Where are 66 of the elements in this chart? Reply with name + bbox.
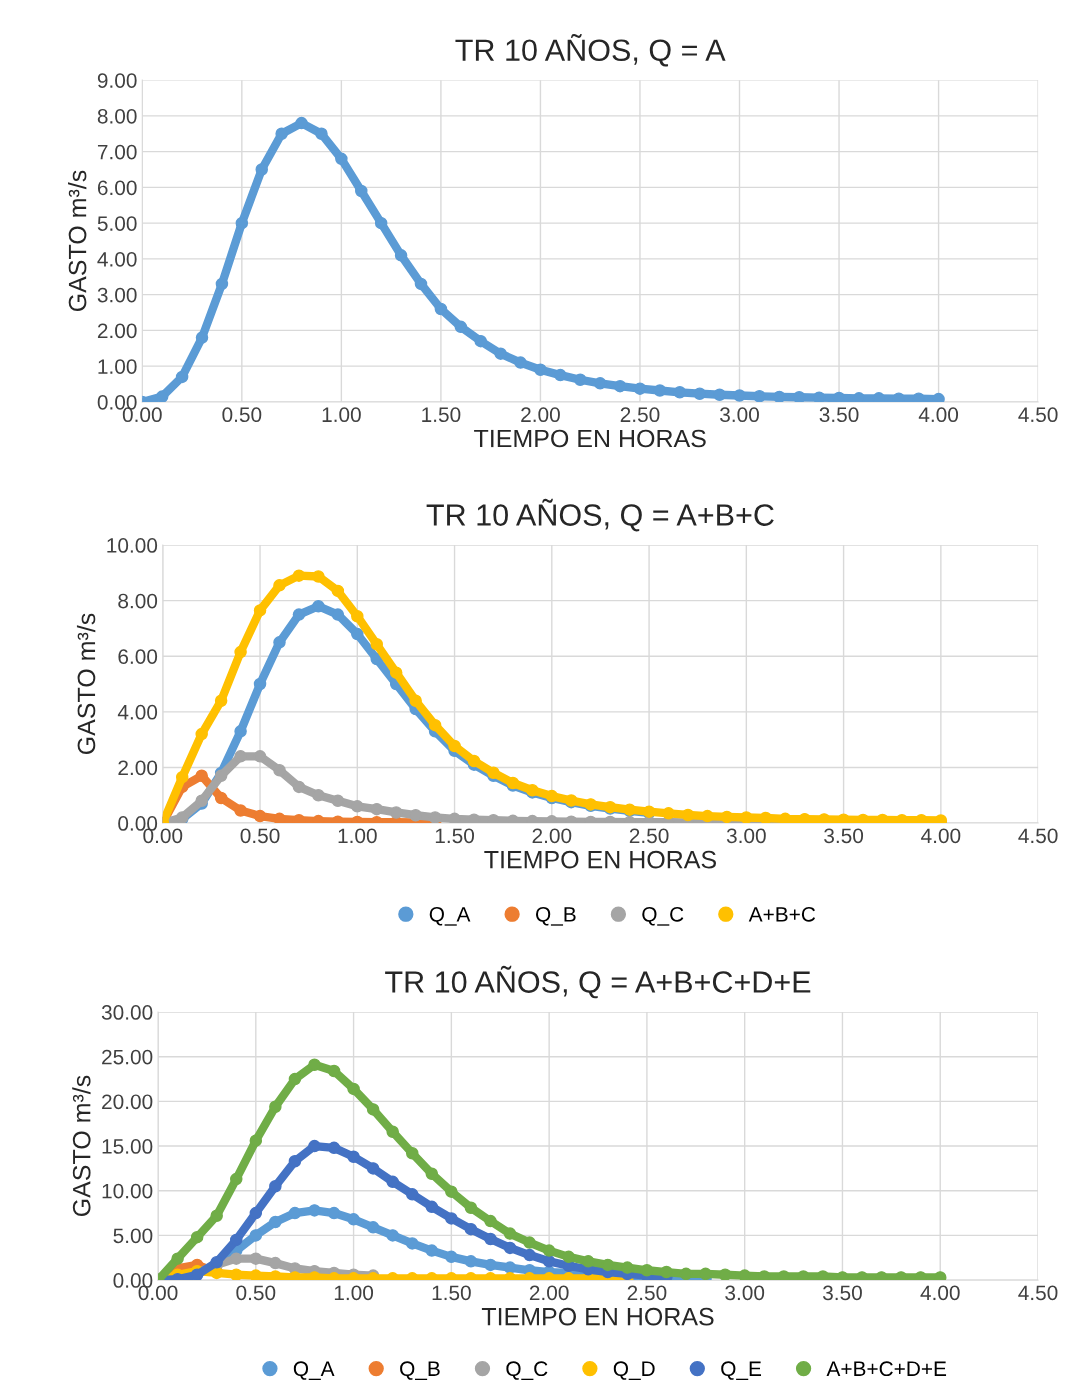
x-tick-label: 2.00 bbox=[532, 828, 572, 844]
legend-label: A+B+C bbox=[748, 906, 816, 922]
x-tick-label: 1.50 bbox=[432, 1285, 471, 1301]
x-tick-label: 0.50 bbox=[236, 1285, 276, 1301]
y-tick-label: 7.00 bbox=[97, 144, 137, 160]
x-tick-label: 3.00 bbox=[726, 828, 766, 844]
legend-label: Q_C bbox=[642, 906, 684, 926]
x-tick-label: 2.50 bbox=[620, 407, 660, 423]
x-tick-label: 1.00 bbox=[322, 407, 361, 423]
y-axis-title: GASTO m³/s bbox=[76, 613, 96, 755]
x-tick-label: 2.50 bbox=[627, 1285, 667, 1301]
x-axis-title: TIEMPO EN HORAS bbox=[474, 429, 706, 448]
legend-label: Q_B bbox=[400, 1361, 440, 1381]
x-tick-label: 3.00 bbox=[725, 1285, 765, 1301]
x-tick-label: 3.50 bbox=[822, 1285, 862, 1301]
chart-title: TR 10 AÑOS, Q = A+B+C bbox=[426, 498, 774, 532]
chart-title: TR 10 AÑOS, Q = A+B+C+D+E bbox=[385, 965, 811, 999]
y-tick-label: 5.00 bbox=[97, 216, 137, 231]
y-tick-label: 20.00 bbox=[102, 1094, 153, 1110]
x-tick-label: 3.50 bbox=[824, 828, 864, 844]
x-tick-label: 4.50 bbox=[1018, 828, 1058, 844]
x-tick-label: 0.50 bbox=[240, 828, 280, 844]
y-tick-label: 2.00 bbox=[97, 323, 137, 339]
y-tick-label: 15.00 bbox=[102, 1139, 153, 1154]
y-tick-label: 8.00 bbox=[118, 593, 158, 609]
y-tick-label: 10.00 bbox=[107, 538, 158, 553]
legend-label: A+B+C+D+E bbox=[826, 1361, 947, 1377]
x-tick-label: 4.00 bbox=[920, 1285, 960, 1301]
y-tick-label: 8.00 bbox=[97, 108, 137, 124]
legend-label: Q_A bbox=[429, 906, 471, 926]
y-tick-label: 30.00 bbox=[101, 1005, 153, 1020]
x-tick-label: 1.00 bbox=[338, 828, 377, 844]
x-tick-label: 1.00 bbox=[334, 1285, 374, 1301]
x-tick-label: 4.00 bbox=[918, 407, 959, 423]
x-tick-label: 3.00 bbox=[720, 407, 759, 423]
y-tick-label: 1.00 bbox=[98, 359, 137, 374]
x-tick-label: 1.50 bbox=[435, 828, 475, 844]
x-tick-label: 2.00 bbox=[521, 407, 560, 423]
y-tick-label: 5.00 bbox=[113, 1228, 153, 1244]
y-tick-label: 6.00 bbox=[118, 649, 158, 664]
x-axis-title: TIEMPO EN HORAS bbox=[484, 850, 716, 869]
x-tick-label: 3.50 bbox=[819, 407, 859, 423]
y-tick-label: 4.00 bbox=[97, 251, 137, 267]
x-tick-label: 1.50 bbox=[422, 407, 461, 423]
x-axis-title: TIEMPO EN HORAS bbox=[481, 1307, 714, 1326]
legend-label: Q_B bbox=[536, 906, 576, 926]
y-axis-title: GASTO m³/s bbox=[68, 170, 87, 312]
x-tick-label: 4.00 bbox=[921, 828, 961, 844]
y-tick-label: 6.00 bbox=[97, 180, 137, 196]
x-tick-label: 4.50 bbox=[1018, 407, 1058, 423]
y-tick-label: 3.00 bbox=[97, 287, 137, 303]
y-axis-title: GASTO m³/s bbox=[72, 1075, 91, 1217]
chart-title: TR 10 AÑOS, Q = A bbox=[455, 33, 726, 67]
x-tick-label: 2.50 bbox=[629, 828, 669, 844]
y-tick-label: 4.00 bbox=[117, 704, 158, 720]
x-tick-label: 2.00 bbox=[529, 1285, 569, 1301]
legend-label: Q_A bbox=[293, 1361, 335, 1381]
legend-label: Q_C bbox=[506, 1361, 548, 1381]
x-tick-label: 4.50 bbox=[1018, 1285, 1058, 1301]
y-tick-label: 10.00 bbox=[102, 1183, 153, 1199]
y-tick-label: 25.00 bbox=[102, 1049, 153, 1065]
y-tick-label: 2.00 bbox=[118, 760, 158, 776]
x-tick-label: 0.50 bbox=[222, 407, 262, 423]
y-tick-label: 9.00 bbox=[97, 73, 137, 88]
legend-label: Q_E bbox=[721, 1361, 762, 1381]
legend-label: Q_D bbox=[613, 1361, 655, 1381]
